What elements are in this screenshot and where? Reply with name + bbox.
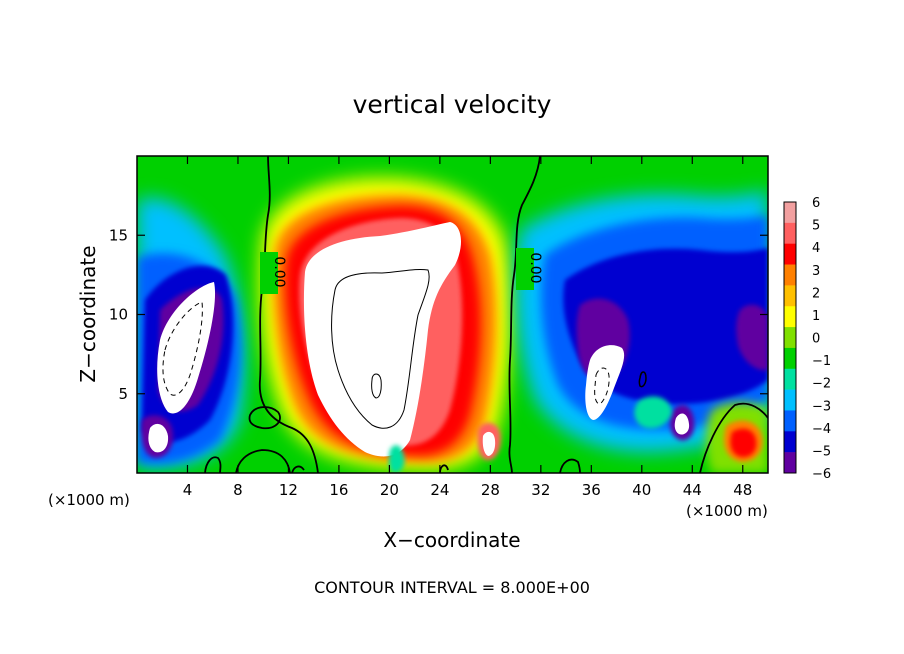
left-downdraft-region (137, 197, 245, 469)
colorbar: 6 5 4 3 2 1 0 −1 −2 −3 −4 −5 −6 (783, 196, 831, 482)
contour-label-left-text: 0.00 (271, 256, 287, 287)
zero-contour-blob-1 (248, 406, 281, 430)
y-axis-label: Z−coordinate (76, 245, 100, 382)
colorbar-label-1: 6 (812, 196, 820, 211)
x-axis-ticks: 4 8 12 16 20 24 28 32 36 40 44 48 (183, 156, 752, 499)
y-tick-label-15: 15 (109, 226, 128, 244)
zero-contours (204, 156, 768, 473)
x-tick-label-20: 20 (380, 481, 399, 499)
contour-label-left: 0.00 (260, 252, 287, 294)
colorbar-label-5: 2 (812, 286, 820, 301)
right-downdraft-region (515, 190, 768, 453)
colorbar-label-2: 5 (812, 219, 820, 234)
colorbar-swatch-11 (784, 410, 796, 432)
colorbar-swatch-10 (784, 389, 796, 411)
colorbar-swatch-1 (784, 202, 796, 224)
colorbar-label-12: −5 (812, 444, 831, 459)
colorbar-swatch-13 (784, 452, 796, 474)
x-tick-label-4: 4 (183, 481, 193, 499)
zero-contour-blob-4 (291, 465, 305, 473)
x-unit-label-right: (×1000 m) (686, 502, 768, 520)
colorbar-frame (783, 201, 797, 474)
y-tick-label-10: 10 (109, 306, 128, 324)
colorbar-label-11: −4 (812, 422, 831, 437)
colorbar-label-4: 3 (812, 264, 820, 279)
zero-contour-blob-3 (235, 449, 291, 473)
y-axis-ticks: 5 10 15 (109, 226, 768, 403)
contour-interval-footer: CONTOUR INTERVAL = 8.000E+00 (314, 578, 590, 597)
colorbar-label-3: 4 (812, 241, 820, 256)
central-updraft-region (259, 177, 513, 473)
x-tick-label-32: 32 (531, 481, 550, 499)
y-tick-label-5: 5 (118, 385, 128, 403)
colorbar-label-8: −1 (812, 354, 831, 369)
contour-label-right: 0.00 (516, 248, 543, 290)
zero-contour-blob-2 (204, 456, 222, 473)
x-tick-label-48: 48 (733, 481, 752, 499)
x-axis-label: X−coordinate (383, 528, 520, 552)
colorbar-swatch-5 (784, 285, 796, 307)
chart-title: vertical velocity (353, 90, 552, 119)
colorbar-label-13: −6 (812, 467, 831, 482)
x-tick-label-12: 12 (279, 481, 298, 499)
colorbar-swatch-9 (784, 368, 796, 390)
zero-contour-left (258, 156, 319, 473)
contour-label-right-text: 0.00 (527, 252, 543, 283)
zero-contour-blob-7 (699, 402, 768, 473)
colorbar-swatch-12 (784, 431, 796, 453)
x-tick-label-8: 8 (233, 481, 243, 499)
colorbar-swatch-8 (784, 347, 796, 370)
colorbar-label-6: 1 (812, 309, 820, 324)
zero-contour-right (508, 156, 541, 473)
x-tick-label-28: 28 (481, 481, 500, 499)
x-tick-label-24: 24 (430, 481, 449, 499)
zero-contour-blob-6 (559, 458, 581, 473)
colorbar-swatch-6 (784, 306, 796, 328)
colorbar-label-9: −2 (812, 377, 831, 392)
colorbar-swatch-4 (784, 264, 796, 286)
colorbar-label-10: −3 (812, 399, 831, 414)
colorbar-swatch-2 (784, 222, 796, 244)
colorbar-swatch-3 (784, 243, 796, 265)
x-tick-label-36: 36 (582, 481, 601, 499)
lower-right-updraft (706, 402, 768, 473)
x-tick-label-16: 16 (329, 481, 348, 499)
colorbar-label-7: 0 (812, 332, 820, 347)
x-tick-label-44: 44 (683, 481, 702, 499)
colorbar-swatch-7 (784, 327, 796, 349)
x-unit-label-left: (×1000 m) (48, 491, 130, 509)
x-tick-label-40: 40 (632, 481, 651, 499)
heatmap-field (137, 156, 768, 473)
